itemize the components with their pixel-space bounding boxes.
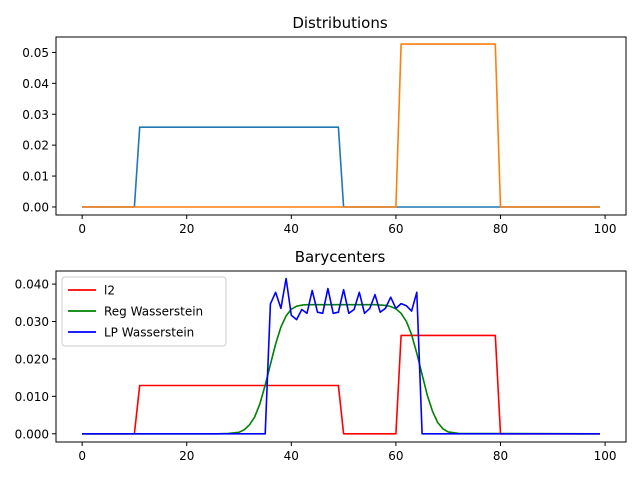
barycenters-xtick-label: 100 bbox=[594, 449, 617, 463]
distributions-ytick-label: 0.00 bbox=[22, 200, 49, 214]
barycenters-axes-frame bbox=[55, 270, 627, 443]
barycenters-xtick-label: 20 bbox=[179, 449, 194, 463]
distributions-xtick-label: 40 bbox=[284, 222, 299, 236]
distributions-series-2-line bbox=[82, 43, 600, 208]
barycenters-reg-wasserstein-line bbox=[82, 303, 600, 435]
distributions-ytick-label: 0.03 bbox=[22, 108, 49, 122]
distributions-xtick-label: 60 bbox=[388, 222, 403, 236]
barycenters-lines bbox=[82, 277, 600, 435]
barycenters-lp-wasserstein-line bbox=[82, 277, 600, 435]
barycenters-l2-line bbox=[82, 334, 600, 435]
distributions-xtick-label: 0 bbox=[78, 222, 86, 236]
barycenters-ticks: 0 20 40 60 80 100 0.000 0.010 0.020 0.030 0.040 bbox=[15, 278, 617, 463]
distributions-ytick-label: 0.02 bbox=[22, 139, 49, 153]
distributions-xtick-label: 80 bbox=[493, 222, 508, 236]
barycenters-ytick-label: 0.010 bbox=[15, 390, 49, 404]
barycenters-legend-box bbox=[61, 276, 227, 347]
barycenters-xtick-label: 80 bbox=[493, 449, 508, 463]
distributions-ticks: 0 20 40 60 80 100 0.00 0.01 0.02 0.03 0.04 0.05 bbox=[22, 46, 616, 236]
distributions-chart: Distributions 0 20 40 60 80 100 0.00 0.01 0.02 0.… bbox=[22, 14, 627, 236]
distributions-xtick-label: 100 bbox=[594, 222, 617, 236]
barycenters-ytick-label: 0.030 bbox=[15, 315, 49, 329]
distributions-xtick-label: 20 bbox=[179, 222, 194, 236]
legend-label-reg-wasserstein: Reg Wasserstein bbox=[104, 305, 203, 319]
legend-label-lp-wasserstein: LP Wasserstein bbox=[104, 326, 194, 340]
barycenters-xtick-label: 60 bbox=[388, 449, 403, 463]
barycenters-ytick-label: 0.040 bbox=[15, 278, 49, 292]
distributions-ytick-label: 0.04 bbox=[22, 77, 49, 91]
barycenters-xtick-label: 0 bbox=[78, 449, 86, 463]
distributions-ytick-label: 0.05 bbox=[22, 46, 49, 60]
barycenters-title: Barycenters bbox=[295, 248, 386, 266]
distributions-lines bbox=[82, 43, 600, 208]
distributions-axes-frame bbox=[55, 36, 627, 216]
barycenters-xtick-label: 40 bbox=[284, 449, 299, 463]
barycenters-ytick-label: 0.020 bbox=[15, 352, 49, 366]
distributions-ytick-label: 0.01 bbox=[22, 170, 49, 184]
legend-label-l2: l2 bbox=[104, 284, 115, 298]
barycenters-chart: Barycenters 0 20 40 60 80 1000.0000.0100.0200… bbox=[15, 248, 627, 463]
distributions-title: Distributions bbox=[292, 14, 388, 32]
barycenters-legend: l2 Reg Wasserstein LP Wasserstein bbox=[61, 276, 227, 347]
barycenters-ytick-label: 0.000 bbox=[15, 427, 49, 441]
